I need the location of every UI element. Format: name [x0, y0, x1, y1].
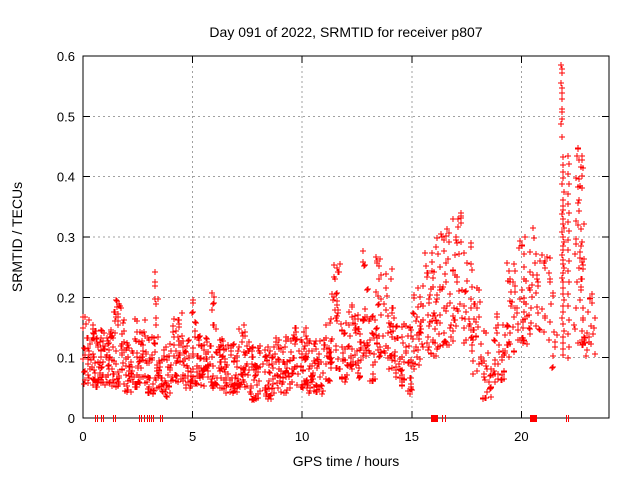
data-points — [80, 62, 598, 403]
y-tick-label: 0 — [68, 411, 75, 426]
x-tick-label: 15 — [405, 429, 419, 444]
y-tick-label: 0.4 — [57, 170, 75, 185]
x-axis-label: GPS time / hours — [293, 453, 400, 469]
x-tick-label: 20 — [514, 429, 528, 444]
x-tick-label: 10 — [295, 429, 309, 444]
x-tick-label: 0 — [79, 429, 86, 444]
y-tick-label: 0.6 — [57, 49, 75, 64]
y-tick-label: 0.1 — [57, 351, 75, 366]
y-tick-label: 0.2 — [57, 290, 75, 305]
plot-border — [82, 55, 610, 419]
y-tick-label: 0.3 — [57, 230, 75, 245]
axis-ticks — [82, 55, 609, 419]
y-tick-label: 0.5 — [57, 109, 75, 124]
grid-lines — [83, 56, 609, 418]
chart-title: Day 091 of 2022, SRMTID for receiver p80… — [209, 24, 482, 40]
zero-axis-markers — [95, 415, 569, 422]
y-axis-label: SRMTID / TECUs — [9, 182, 25, 292]
tick-labels: 0 5 10 15 20 0 0.1 0.2 0.3 0.4 0.5 0.6 — [57, 49, 529, 444]
x-tick-label: 5 — [189, 429, 196, 444]
